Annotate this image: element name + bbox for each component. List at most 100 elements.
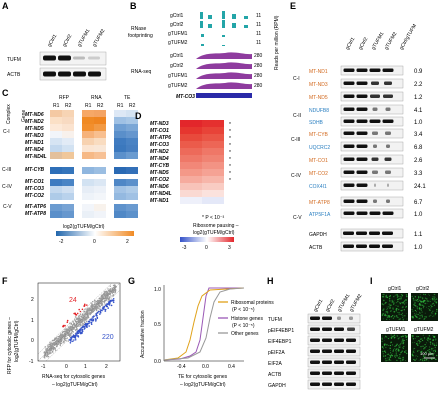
f-point-down bbox=[95, 318, 97, 321]
i-speckle bbox=[403, 351, 406, 353]
c-legend-tick: 2 bbox=[126, 239, 129, 245]
i-speckle bbox=[389, 307, 391, 310]
f-point-up bbox=[86, 304, 88, 306]
c-gene: MT-CYB bbox=[25, 167, 45, 173]
i-speckle bbox=[420, 341, 422, 343]
f-point-down bbox=[75, 333, 77, 335]
c-cell bbox=[94, 152, 106, 159]
f-point-down bbox=[83, 328, 86, 330]
f-point bbox=[86, 317, 88, 319]
f-point bbox=[104, 293, 106, 295]
c-rep: R1 bbox=[53, 103, 60, 109]
i-speckle bbox=[423, 300, 426, 302]
b-track-label: gCtrl1 bbox=[170, 13, 184, 19]
c-block-civ bbox=[50, 179, 138, 200]
i-speckle bbox=[419, 359, 422, 361]
i-speckle bbox=[384, 313, 387, 316]
i-speckle bbox=[396, 316, 398, 318]
i-speckle bbox=[398, 318, 400, 320]
c-cell bbox=[82, 186, 94, 193]
d-cell bbox=[180, 134, 202, 141]
i-speckle bbox=[424, 312, 426, 314]
i-speckle bbox=[394, 355, 396, 357]
h-band bbox=[334, 360, 344, 364]
i-speckle bbox=[390, 304, 392, 306]
i-speckle bbox=[429, 338, 431, 340]
i-speckle bbox=[395, 305, 397, 306]
i-speckle bbox=[397, 311, 399, 313]
f-point bbox=[103, 301, 105, 303]
f-point bbox=[86, 310, 88, 312]
f-point-down bbox=[73, 339, 75, 341]
i-speckle bbox=[413, 303, 415, 305]
i-speckle bbox=[413, 351, 414, 353]
c-cell bbox=[114, 152, 126, 159]
i-speckle bbox=[429, 300, 431, 302]
e-control-value: 1.1 bbox=[414, 232, 423, 238]
d-cell bbox=[180, 190, 202, 197]
i-speckle bbox=[416, 335, 418, 338]
i-speckle bbox=[392, 317, 395, 319]
f-point bbox=[73, 327, 75, 329]
f-xtick: -1 bbox=[41, 364, 46, 370]
i-speckle bbox=[428, 354, 430, 356]
e-band bbox=[356, 157, 368, 161]
i-speckle bbox=[412, 335, 414, 337]
f-point bbox=[74, 316, 77, 318]
i-speckle bbox=[384, 335, 387, 337]
i-speckle bbox=[433, 343, 435, 345]
i-speckle bbox=[386, 344, 388, 346]
h-band bbox=[322, 360, 332, 364]
f-point bbox=[100, 296, 102, 298]
c-cell bbox=[126, 204, 138, 211]
c-cell bbox=[82, 193, 94, 200]
f-point bbox=[101, 302, 103, 305]
f-point-down bbox=[112, 298, 115, 300]
d-legend-label-1: Ribosome pausing – bbox=[193, 223, 239, 229]
c-cell bbox=[82, 131, 94, 138]
c-cell bbox=[94, 145, 106, 152]
c-cell bbox=[126, 186, 138, 193]
f-point-down bbox=[96, 312, 99, 314]
d-star: * bbox=[229, 157, 231, 163]
i-speckle bbox=[435, 293, 437, 295]
i-speckle bbox=[414, 314, 416, 316]
i-speckle bbox=[434, 296, 436, 298]
h-row-label: pEIF2A bbox=[268, 350, 285, 356]
i-speckle bbox=[401, 295, 404, 297]
i-speckle bbox=[402, 347, 404, 349]
i-speckle bbox=[401, 314, 403, 316]
i-speckle bbox=[401, 309, 403, 311]
f-point bbox=[96, 309, 98, 312]
b-rna-ctrl1 bbox=[196, 52, 252, 59]
f-point bbox=[84, 308, 86, 310]
f-point bbox=[46, 352, 49, 354]
i-speckle bbox=[427, 338, 429, 340]
i-speckle bbox=[414, 348, 416, 349]
d-gene: MT-ND1 bbox=[150, 198, 169, 204]
e-band bbox=[385, 131, 391, 135]
b-scale-labels: 11 11 11 11 280 280 280 280 bbox=[254, 13, 263, 89]
i-speckle bbox=[401, 317, 403, 319]
i-speckle bbox=[432, 305, 434, 307]
f-point bbox=[91, 303, 93, 305]
e-band bbox=[372, 131, 378, 135]
i-speckle bbox=[430, 307, 432, 309]
c-cell bbox=[126, 124, 138, 131]
f-point bbox=[62, 330, 64, 333]
i-speckle bbox=[411, 316, 413, 318]
f-point bbox=[90, 305, 92, 307]
i-speckle bbox=[403, 317, 405, 319]
i-speckle bbox=[397, 338, 399, 340]
h-lane: gCtrl2 bbox=[325, 298, 337, 313]
d-star: * bbox=[229, 136, 231, 142]
i-speckle bbox=[420, 301, 422, 303]
i-speckle bbox=[421, 339, 424, 342]
f-point bbox=[97, 302, 99, 305]
i-speckle bbox=[382, 353, 384, 355]
f-point bbox=[92, 306, 94, 309]
c-col-header-rna: RNA bbox=[91, 95, 102, 101]
i-speckle bbox=[421, 298, 423, 300]
f-point bbox=[112, 294, 114, 296]
i-speckle bbox=[421, 357, 423, 359]
